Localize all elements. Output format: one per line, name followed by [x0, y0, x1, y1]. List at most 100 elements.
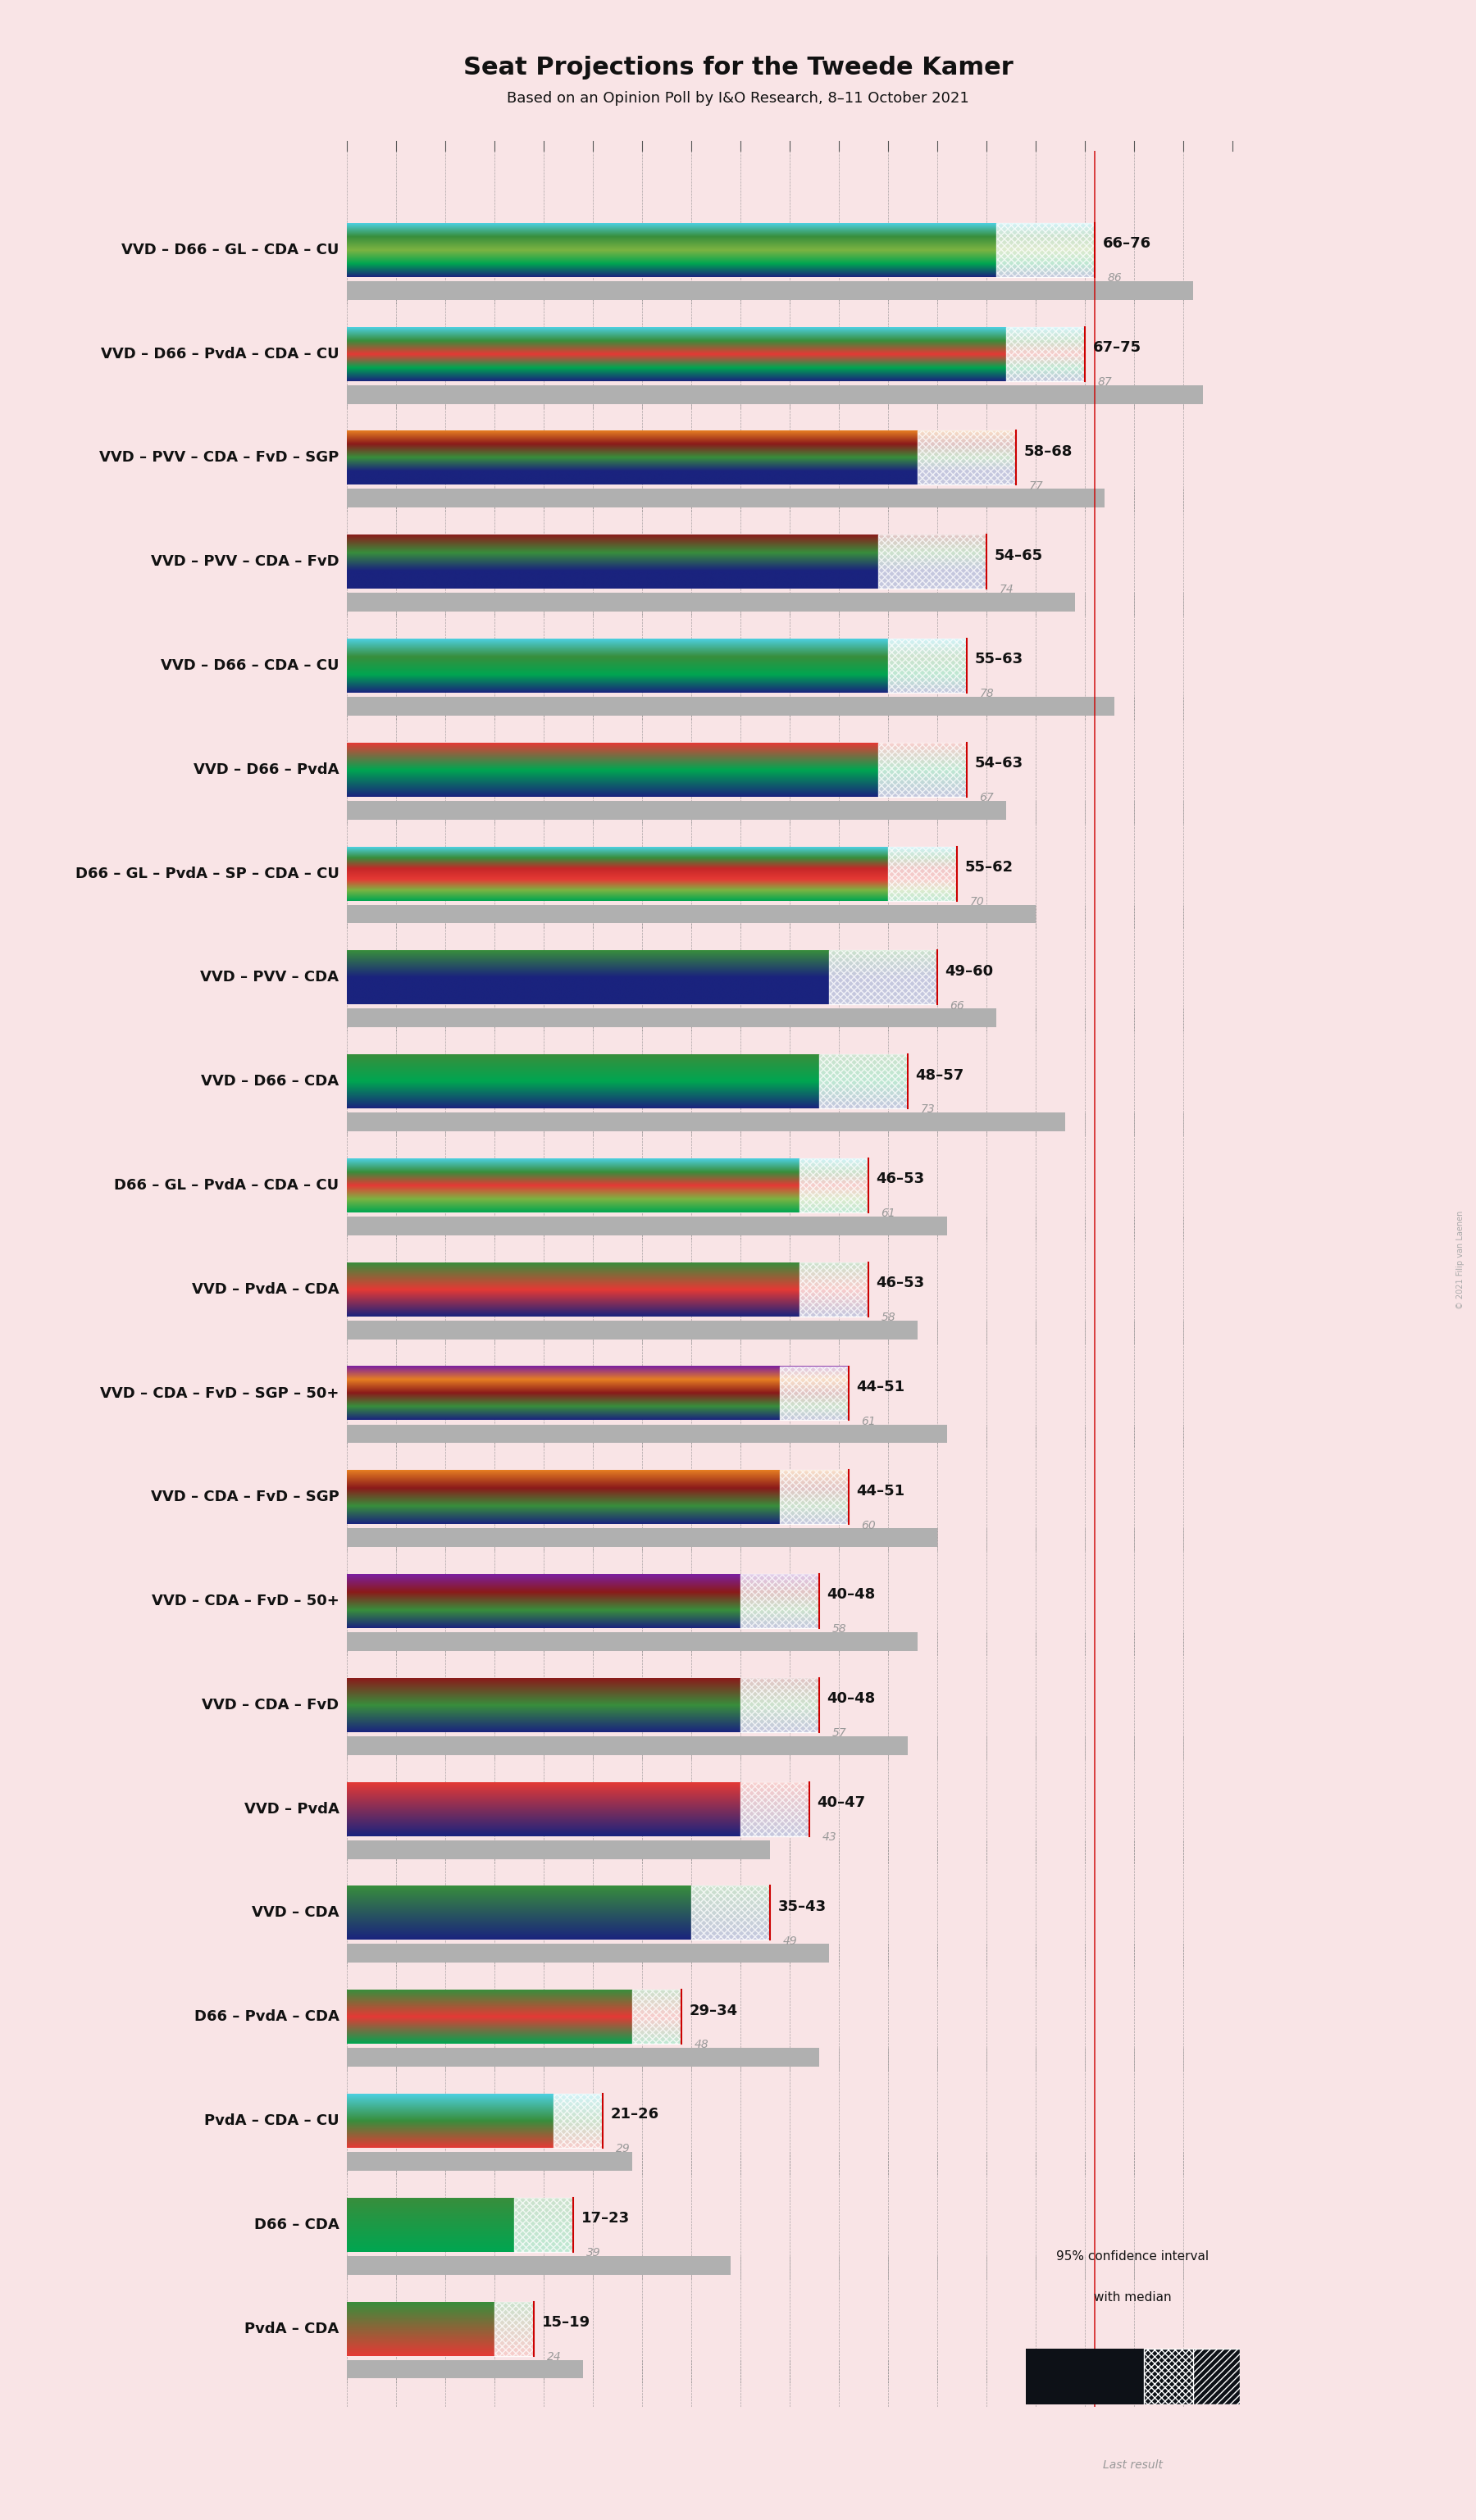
Bar [347, 489, 1104, 507]
Text: VVD – CDA – FvD – SGP – 50+: VVD – CDA – FvD – SGP – 50+ [100, 1386, 339, 1401]
Bar [1144, 2349, 1240, 2404]
Bar [347, 698, 1114, 716]
Text: 17–23: 17–23 [582, 2210, 630, 2225]
Bar [554, 2094, 602, 2147]
Bar [494, 2301, 534, 2356]
Bar [347, 1320, 918, 1338]
Bar [347, 386, 1203, 403]
Text: 70: 70 [970, 897, 984, 907]
Text: 61: 61 [862, 1416, 877, 1426]
Text: PvdA – CDA: PvdA – CDA [245, 2321, 339, 2336]
Text: Last result: Last result [1103, 2460, 1163, 2472]
Text: VVD – CDA – FvD – SGP: VVD – CDA – FvD – SGP [151, 1489, 339, 1504]
Text: VVD – CDA – FvD – 50+: VVD – CDA – FvD – 50+ [152, 1593, 339, 1608]
Text: D66 – GL – PvdA – CDA – CU: D66 – GL – PvdA – CDA – CU [114, 1177, 339, 1192]
Text: 43: 43 [822, 1832, 837, 1842]
Text: 66–76: 66–76 [1103, 237, 1151, 252]
Bar [918, 431, 1015, 484]
Text: with median: with median [1094, 2291, 1172, 2303]
Text: 54–65: 54–65 [995, 549, 1044, 562]
Text: PvdA – CDA – CU: PvdA – CDA – CU [204, 2114, 339, 2129]
Text: 54–63: 54–63 [974, 756, 1023, 771]
Text: 60: 60 [862, 1520, 877, 1532]
Text: 74: 74 [999, 585, 1014, 595]
Bar [779, 1469, 849, 1525]
Bar [347, 282, 1193, 300]
Text: 40–48: 40–48 [827, 1588, 875, 1603]
Text: VVD – PvdA – CDA: VVD – PvdA – CDA [192, 1283, 339, 1298]
Bar [347, 592, 1075, 612]
Text: 86: 86 [1107, 272, 1122, 285]
Bar [347, 1217, 948, 1235]
Bar [741, 1678, 819, 1731]
Bar [741, 1782, 809, 1837]
Text: VVD – PVV – CDA – FvD – SGP: VVD – PVV – CDA – FvD – SGP [99, 451, 339, 466]
Text: 24: 24 [546, 2351, 561, 2361]
Bar [347, 1424, 948, 1444]
Text: 58: 58 [832, 1623, 847, 1635]
Text: 40–47: 40–47 [818, 1794, 866, 1809]
Text: VVD – PVV – CDA: VVD – PVV – CDA [201, 970, 339, 985]
Text: VVD – D66 – CDA – CU: VVD – D66 – CDA – CU [161, 658, 339, 673]
Text: 55–62: 55–62 [965, 859, 1014, 874]
Bar [741, 1575, 819, 1628]
Bar [347, 905, 1036, 922]
Text: 48: 48 [694, 2039, 708, 2051]
Bar [889, 847, 956, 900]
Bar [347, 2359, 583, 2379]
Text: 73: 73 [921, 1104, 936, 1116]
Text: 67–75: 67–75 [1092, 340, 1141, 355]
Text: 44–51: 44–51 [856, 1378, 905, 1394]
Text: Based on an Opinion Poll by I&O Research, 8–11 October 2021: Based on an Opinion Poll by I&O Research… [506, 91, 970, 106]
Bar [347, 1633, 918, 1651]
Text: 15–19: 15–19 [542, 2316, 590, 2331]
Text: 49–60: 49–60 [945, 963, 993, 978]
Bar [1026, 2349, 1165, 2404]
Text: 35–43: 35–43 [778, 1900, 827, 1915]
Bar [878, 743, 967, 796]
Bar [691, 1885, 770, 1940]
Text: 40–48: 40–48 [827, 1691, 875, 1706]
Bar [347, 1840, 770, 1860]
Text: D66 – PvdA – CDA: D66 – PvdA – CDA [193, 2008, 339, 2024]
Bar [347, 1527, 937, 1547]
Text: © 2021 Filip van Laenen: © 2021 Filip van Laenen [1455, 1210, 1464, 1310]
Bar [800, 1159, 868, 1212]
Text: VVD – PvdA: VVD – PvdA [244, 1802, 339, 1817]
Text: VVD – D66 – GL – CDA – CU: VVD – D66 – GL – CDA – CU [121, 242, 339, 257]
Text: 67: 67 [980, 791, 995, 804]
Bar [347, 2152, 632, 2170]
Text: 55–63: 55–63 [974, 653, 1023, 668]
Bar [347, 1008, 996, 1028]
Bar [889, 638, 967, 693]
Text: 29–34: 29–34 [689, 2003, 738, 2019]
Text: 58: 58 [881, 1310, 896, 1323]
Bar [1193, 2349, 1240, 2404]
Bar [347, 1943, 830, 1963]
Bar [347, 2049, 819, 2066]
Text: 46–53: 46–53 [877, 1275, 925, 1290]
Text: VVD – CDA: VVD – CDA [251, 1905, 339, 1920]
Text: 29: 29 [615, 2142, 630, 2155]
Text: 58–68: 58–68 [1024, 444, 1073, 459]
Bar [819, 1053, 908, 1109]
Text: 78: 78 [980, 688, 995, 701]
Text: 39: 39 [586, 2248, 601, 2258]
Text: 66: 66 [951, 1000, 965, 1011]
Bar [347, 1114, 1066, 1131]
Text: 49: 49 [782, 1935, 797, 1948]
Bar [514, 2197, 573, 2253]
Text: VVD – CDA – FvD: VVD – CDA – FvD [202, 1698, 339, 1714]
Text: 61: 61 [881, 1207, 896, 1220]
Text: 46–53: 46–53 [877, 1172, 925, 1187]
Text: D66 – GL – PvdA – SP – CDA – CU: D66 – GL – PvdA – SP – CDA – CU [75, 867, 339, 882]
Text: 57: 57 [832, 1726, 847, 1739]
Bar [632, 1991, 682, 2044]
Text: 77: 77 [1029, 481, 1044, 491]
Bar [779, 1366, 849, 1421]
Text: 21–26: 21–26 [611, 2107, 660, 2122]
Text: VVD – D66 – PvdA – CDA – CU: VVD – D66 – PvdA – CDA – CU [100, 345, 339, 360]
Bar [347, 1736, 908, 1754]
Text: 48–57: 48–57 [915, 1068, 964, 1084]
Text: VVD – D66 – CDA: VVD – D66 – CDA [201, 1074, 339, 1089]
